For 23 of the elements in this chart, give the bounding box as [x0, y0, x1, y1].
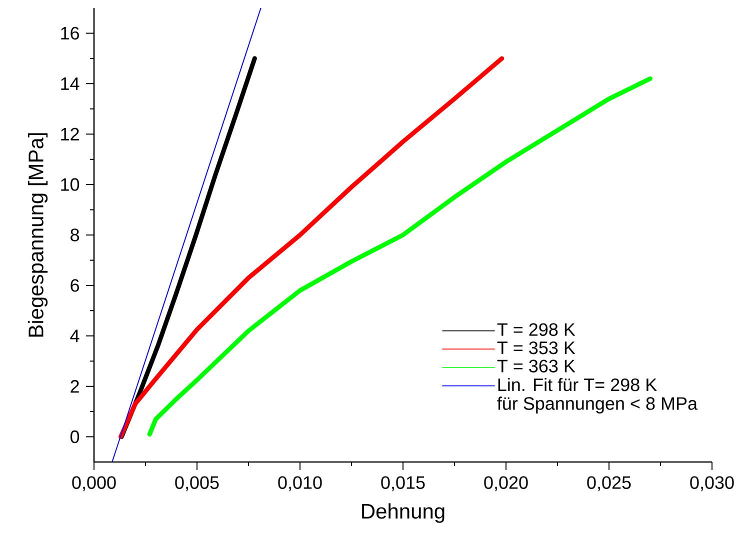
y-tick-label: 12 — [61, 128, 79, 140]
x-tick-label: 0,010 — [278, 476, 322, 492]
legend-label: T = 363 K — [497, 360, 576, 372]
y-axis-title: Biegespannung [MPa] — [28, 133, 48, 337]
y-tick-label: 10 — [61, 178, 80, 191]
x-tick-label: 0,025 — [587, 476, 631, 492]
x-tick-label: 0,020 — [484, 476, 528, 492]
x-axis-title: Dehnung — [362, 503, 444, 523]
x-tick-label: 0,005 — [175, 476, 219, 492]
y-tick-label: 8 — [70, 228, 80, 242]
legend-label: T = 298 K — [497, 323, 576, 336]
y-tick-label: 2 — [70, 380, 79, 393]
y-tick-label: 6 — [70, 279, 80, 292]
legend-label: T = 353 K — [497, 341, 576, 354]
x-tick-label: 0,015 — [381, 476, 425, 492]
legend-label: Lin. Fit für T= 298 K — [498, 378, 657, 392]
x-tick-label: 0,000 — [72, 476, 116, 492]
y-tick-label: 16 — [61, 26, 80, 40]
y-tick-label: 4 — [70, 330, 80, 342]
y-tick-label: 14 — [61, 77, 80, 90]
annotation: für Spannungen < 8 MPa — [497, 396, 698, 414]
y-tick-label: 0 — [70, 430, 80, 444]
x-tick-label: 0,030 — [690, 476, 734, 492]
